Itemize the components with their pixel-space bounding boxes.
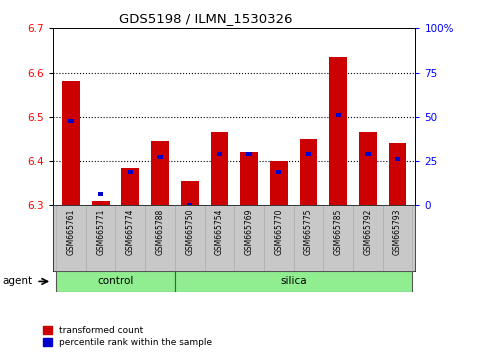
Bar <box>299 139 317 205</box>
Bar <box>175 205 205 271</box>
Text: GSM665761: GSM665761 <box>67 209 75 255</box>
Bar <box>353 205 383 271</box>
Bar <box>246 153 252 156</box>
Bar <box>329 57 347 205</box>
Bar <box>395 157 400 161</box>
Bar <box>294 205 323 271</box>
Bar <box>306 153 311 156</box>
Text: GSM665785: GSM665785 <box>334 209 342 255</box>
Bar <box>383 205 412 271</box>
Bar <box>175 271 412 292</box>
Bar <box>86 205 115 271</box>
Bar <box>234 205 264 271</box>
Bar <box>323 205 353 271</box>
Bar <box>68 119 73 123</box>
Text: GSM665769: GSM665769 <box>244 209 254 255</box>
Legend: transformed count, percentile rank within the sample: transformed count, percentile rank withi… <box>43 326 213 347</box>
Text: GSM665774: GSM665774 <box>126 209 135 255</box>
Bar <box>187 203 192 207</box>
Bar <box>121 168 139 205</box>
Bar <box>205 205 234 271</box>
Text: GSM665770: GSM665770 <box>274 209 284 255</box>
Bar <box>270 161 288 205</box>
Text: GSM665750: GSM665750 <box>185 209 194 255</box>
Text: control: control <box>97 276 134 286</box>
Bar <box>157 155 163 159</box>
Text: GSM665771: GSM665771 <box>96 209 105 255</box>
Bar <box>98 192 103 196</box>
Bar <box>128 170 133 174</box>
Bar <box>336 113 341 116</box>
Bar <box>151 141 169 205</box>
Bar <box>211 132 228 205</box>
Bar <box>365 153 370 156</box>
Bar <box>145 205 175 271</box>
Text: GDS5198 / ILMN_1530326: GDS5198 / ILMN_1530326 <box>118 12 292 25</box>
Bar <box>276 170 282 174</box>
Bar <box>389 143 407 205</box>
Text: silica: silica <box>280 276 307 286</box>
Bar <box>240 152 258 205</box>
Text: GSM665793: GSM665793 <box>393 209 402 255</box>
Bar <box>62 81 80 205</box>
Bar <box>264 205 294 271</box>
Text: GSM665754: GSM665754 <box>215 209 224 255</box>
Bar <box>359 132 377 205</box>
Text: GSM665788: GSM665788 <box>156 209 165 255</box>
Bar <box>217 153 222 156</box>
Text: GSM665792: GSM665792 <box>363 209 372 255</box>
Bar <box>92 201 110 205</box>
Text: GSM665775: GSM665775 <box>304 209 313 255</box>
Bar <box>56 271 175 292</box>
Bar <box>115 205 145 271</box>
Text: agent: agent <box>2 276 32 286</box>
Bar <box>181 181 199 205</box>
Bar <box>56 205 86 271</box>
